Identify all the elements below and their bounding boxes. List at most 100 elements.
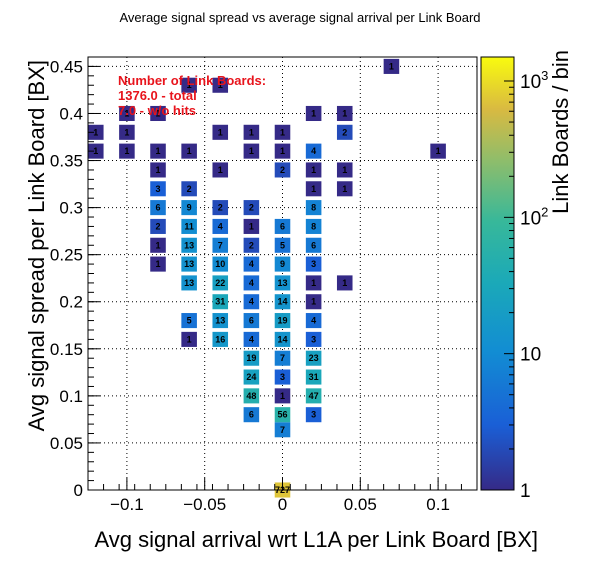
cell-value-label: 7 [218, 240, 223, 250]
heatmap-cell [305, 218, 322, 234]
cell-value-label: 1 [249, 127, 254, 137]
heatmap-cell [305, 275, 322, 291]
cell-value-label: 31 [215, 297, 225, 307]
annotation-line: Number of Link Boards: [118, 73, 266, 88]
cell-value-label: 13 [184, 240, 194, 250]
cell-value-label: 24 [246, 372, 256, 382]
cell-value-label: 5 [280, 240, 285, 250]
cell-value-label: 1 [311, 297, 316, 307]
heatmap-cell [181, 275, 197, 291]
cell-value-label: 2 [218, 203, 223, 213]
cell-value-label: 2 [156, 221, 161, 231]
heatmap-cell [274, 313, 291, 329]
cell-value-label: 14 [277, 334, 287, 344]
heatmap-cell [243, 350, 260, 366]
heatmap-cell [305, 105, 322, 122]
x-axis-label: Avg signal arrival wrt L1A per Link Boar… [95, 527, 538, 552]
cell-value-label: 31 [309, 372, 319, 382]
cell-value-label: 2 [342, 127, 347, 137]
heatmap-cell [212, 218, 229, 234]
heatmap-cell [181, 181, 197, 197]
cell-value-label: 8 [311, 203, 316, 213]
cell-value-label: 1 [342, 278, 347, 288]
heatmap-cell [212, 256, 229, 272]
cell-value-label: 1 [187, 334, 192, 344]
heatmap-cell [305, 143, 322, 159]
cell-value-label: 1 [311, 278, 316, 288]
heatmap-cell [243, 294, 260, 310]
heatmap-cell [181, 218, 197, 234]
heatmap-cell [181, 200, 197, 216]
heatmap-cell [212, 124, 229, 140]
heatmap-cell [274, 294, 291, 310]
cell-value-label: 4 [249, 259, 254, 269]
cell-value-label: 2 [280, 165, 285, 175]
cell-value-label: 4 [311, 146, 316, 156]
heatmap-cell [274, 350, 291, 366]
cell-value-label: 1 [93, 146, 98, 156]
cell-value-label: 13 [215, 316, 225, 326]
cell-value-label: 8 [311, 221, 316, 231]
cell-value-label: 1 [187, 80, 192, 90]
cell-value-label: 1 [124, 146, 129, 156]
heatmap-cell [243, 369, 260, 385]
y-tick-label: 0.25 [50, 246, 83, 265]
heatmap-cell [243, 143, 260, 159]
heatmap-cell [212, 237, 229, 253]
heatmap-cell [336, 124, 353, 140]
cell-value-label: 14 [277, 297, 287, 307]
cell-value-label: 1 [249, 146, 254, 156]
heatmap-cell [150, 256, 166, 272]
cell-value-label: 3 [311, 410, 316, 420]
heatmap-cell [150, 105, 166, 122]
cell-value-label: 2 [249, 203, 254, 213]
cell-value-label: 6 [280, 221, 285, 231]
heatmap-cell [336, 162, 353, 178]
cell-value-label: 1 [124, 108, 129, 118]
heatmap-cell [181, 256, 197, 272]
z-tick-label: 1 [520, 481, 531, 502]
cell-value-label: 3 [280, 372, 285, 382]
heatmap-cell [274, 256, 291, 272]
heatmap-cell [305, 162, 322, 178]
cell-value-label: 1 [249, 221, 254, 231]
heatmap-cell [88, 143, 104, 159]
heatmap-cell [305, 407, 322, 423]
cell-value-label: 1 [311, 165, 316, 175]
heatmap-cell [305, 256, 322, 272]
y-tick-label: 0.35 [50, 152, 83, 171]
heatmap-cell [150, 181, 166, 197]
heatmap-cell [336, 275, 353, 291]
heatmap-cell [274, 369, 291, 385]
heatmap-cell [274, 275, 291, 291]
heatmap-cell [212, 200, 229, 216]
cell-value-label: 6 [156, 203, 161, 213]
y-tick-label: 0.3 [59, 199, 83, 218]
y-tick-label: 0.15 [50, 340, 83, 359]
heatmap-cell [243, 407, 260, 423]
cell-value-label: 11 [184, 221, 194, 231]
heatmap-cell [243, 237, 260, 253]
cell-value-label: 1 [342, 108, 347, 118]
cell-value-label: 3 [311, 334, 316, 344]
cell-value-label: 4 [218, 221, 223, 231]
heatmap-cell [305, 388, 322, 404]
z-tick-label: 102 [520, 204, 548, 229]
heatmap-cell [243, 256, 260, 272]
heatmap-cell [150, 143, 166, 159]
heatmap-cell [305, 200, 322, 216]
heatmap-cell [336, 181, 353, 197]
y-axis-label: Avg signal spread per Link Board [BX] [24, 60, 49, 431]
heatmap-cell [212, 331, 229, 347]
heatmap-cell [181, 313, 197, 329]
cell-value-label: 1 [187, 146, 192, 156]
y-tick-label: 0.45 [50, 57, 83, 76]
heatmap-cell [336, 105, 353, 122]
heatmap-cell [243, 313, 260, 329]
cell-value-label: 56 [277, 410, 287, 420]
heatmap-cell [243, 275, 260, 291]
heatmap-cell [212, 313, 229, 329]
cell-value-label: 13 [184, 259, 194, 269]
heatmap-cell [181, 331, 197, 347]
